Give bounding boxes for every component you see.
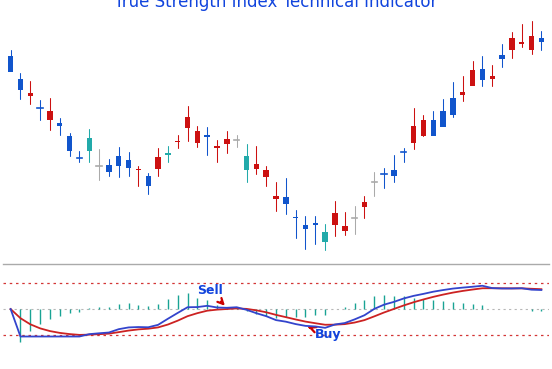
Bar [470,70,475,86]
Text: Sell: Sell [198,284,223,304]
Bar [155,157,161,169]
Bar [440,111,446,127]
Bar [87,138,92,151]
Bar [490,76,495,79]
Bar [293,217,299,218]
Bar [18,79,23,90]
Bar [303,225,308,230]
Bar [204,135,210,137]
Bar [8,56,13,72]
Bar [421,120,426,137]
Bar [28,93,33,96]
Bar [431,120,436,136]
Bar [136,169,141,170]
Bar [273,196,279,199]
Text: Buy: Buy [310,327,342,341]
Bar [312,223,318,225]
Bar [332,213,338,225]
Title: True Strength Index Technical Indicator: True Strength Index Technical Indicator [114,0,438,11]
Bar [362,202,367,207]
Bar [322,232,328,242]
Bar [244,156,249,170]
Bar [263,170,269,177]
Bar [185,117,190,128]
Bar [253,164,259,169]
Bar [116,156,121,166]
Bar [224,138,230,144]
Bar [106,165,112,172]
Bar [342,225,348,231]
Bar [539,38,544,42]
Bar [47,111,52,120]
Bar [283,197,289,204]
Bar [175,141,181,142]
Bar [195,131,200,143]
Bar [165,153,171,155]
Bar [529,36,534,49]
Bar [460,92,465,95]
Bar [146,176,151,186]
Bar [519,42,524,44]
Bar [67,136,72,151]
Bar [500,55,505,59]
Bar [509,38,514,49]
Bar [480,69,485,80]
Bar [126,160,131,168]
Bar [57,123,62,126]
Bar [411,125,416,144]
Bar [214,146,220,148]
Bar [391,170,397,176]
Bar [450,98,455,115]
